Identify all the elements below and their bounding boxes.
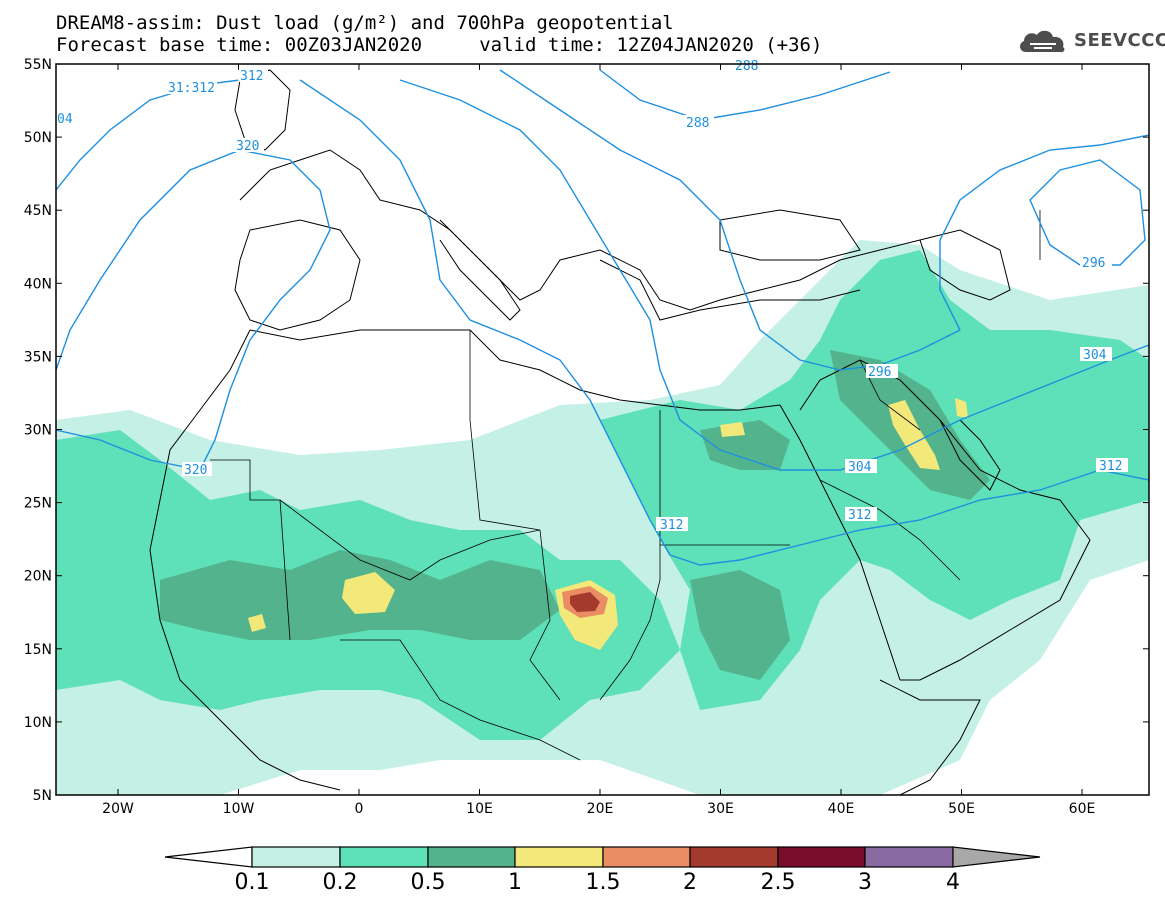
- lat-label: 50N: [24, 130, 52, 146]
- persian-gulf: [939, 419, 1001, 491]
- caspian: [919, 229, 1011, 301]
- lon-label: 0: [355, 801, 364, 817]
- contour-label: 296: [868, 365, 891, 380]
- country-borders: [210, 210, 1041, 761]
- greece-turkey: [599, 259, 861, 321]
- contour-312-main: [299, 79, 1149, 566]
- contour-label: 312: [240, 69, 263, 84]
- dust-level-1-e: [720, 422, 745, 437]
- dust-level-1-d: [248, 614, 266, 632]
- lon-label: 30E: [707, 801, 734, 817]
- africa-north-coast: [249, 329, 781, 411]
- coastlines: [149, 69, 1091, 795]
- colorbar-over-triangle: [952, 846, 1041, 868]
- contour-label: 31:312: [168, 81, 215, 96]
- colorbar-bin: [339, 846, 429, 868]
- iberia: [234, 219, 361, 331]
- colorbar-bin: [602, 846, 691, 868]
- lon-label: 10E: [466, 801, 493, 817]
- contour-label: 304: [848, 460, 872, 475]
- colorbar-bin: [777, 846, 866, 868]
- lat-label: 40N: [24, 276, 52, 292]
- arabia: [799, 359, 1091, 681]
- lat-label: 55N: [24, 57, 52, 73]
- longitude-axis: 20W 10W 0 10E 20E 30E 40E 50E 60E: [102, 64, 1095, 817]
- dust-level-1-a: [342, 572, 395, 614]
- contour-304: [399, 79, 1149, 471]
- colorbar-label: 0.5: [410, 870, 446, 895]
- colorbar-bin: [864, 846, 954, 868]
- contour-288: [599, 69, 891, 121]
- colorbar-label: 3: [858, 870, 872, 895]
- lon-label: 60E: [1069, 801, 1096, 817]
- colorbar-label: 0.2: [322, 870, 358, 895]
- colorbar-label: 4: [946, 870, 960, 895]
- lat-label: 20N: [24, 569, 52, 585]
- contour-label: 288: [686, 116, 709, 131]
- colorbar-bin: [427, 846, 516, 868]
- contour-296-east: [939, 134, 1149, 331]
- colorbar: [164, 846, 1041, 868]
- contour-label: 304: [1083, 348, 1107, 363]
- colorbar-bin: [251, 846, 341, 868]
- colorbar-label: 1: [508, 870, 522, 895]
- italy: [439, 219, 521, 321]
- lat-label: 5N: [33, 788, 52, 804]
- colorbar-label: 2.5: [760, 870, 796, 895]
- latitude-axis: 55N 50N 45N 40N 35N 30N 25N 20N 15N 10N 5N: [24, 57, 1149, 804]
- lon-label: 50E: [948, 801, 975, 817]
- lat-label: 35N: [24, 349, 52, 365]
- lon-label: 40E: [828, 801, 855, 817]
- contour-296: [499, 69, 961, 371]
- contour-320-west: [56, 79, 241, 191]
- map-title-line1: DREAM8-assim: Dust load (g/m²) and 700hP…: [56, 12, 674, 34]
- contour-label: 320: [236, 139, 259, 154]
- uk: [234, 69, 291, 151]
- dust-shading: [56, 240, 1149, 795]
- contour-label: 320: [184, 463, 207, 478]
- dust-level-1-c: [888, 400, 940, 470]
- lat-label: 25N: [24, 496, 52, 512]
- contour-label: 312: [660, 518, 683, 533]
- lon-label: 20E: [587, 801, 614, 817]
- lat-label: 45N: [24, 203, 52, 219]
- colorbar-bin: [689, 846, 779, 868]
- dust-level-0.5-b: [690, 570, 790, 680]
- seevccc-logo: SEEVCCC: [1016, 26, 1165, 56]
- cloud-icon: [1020, 30, 1065, 53]
- black-sea: [719, 209, 861, 261]
- horn-of-africa: [879, 679, 981, 795]
- contour-label: 288: [735, 59, 758, 74]
- logo-text: SEEVCCC: [1074, 30, 1165, 51]
- colorbar-label: 1.5: [585, 870, 621, 895]
- colorbar-label: 0.1: [234, 870, 270, 895]
- lon-label: 10W: [223, 801, 255, 817]
- colorbar-label: 2: [683, 870, 697, 895]
- contour-label: 312: [848, 508, 871, 523]
- europe-coast: [239, 149, 921, 311]
- dust-level-1-f: [955, 398, 968, 418]
- map-title-line2: Forecast base time: 00Z03JAN2020 valid t…: [56, 34, 823, 56]
- lon-label: 20W: [102, 801, 134, 817]
- contour-labels: 31:312 312 320 320 288 296 296 304 304 3…: [57, 59, 1128, 533]
- africa-west-coast: [149, 329, 341, 791]
- contour-label: 312: [1099, 459, 1122, 474]
- red-sea: [779, 404, 901, 681]
- colorbar-bin: [514, 846, 604, 868]
- lat-label: 30N: [24, 423, 52, 439]
- lat-label: 15N: [24, 642, 52, 658]
- colorbar-under-triangle: [164, 846, 253, 868]
- dust-level-2: [570, 592, 600, 612]
- lat-label: 10N: [24, 715, 52, 731]
- contour-label: 04: [57, 112, 73, 127]
- contour-label: 296: [1082, 256, 1105, 271]
- contour-296-east-loop: [1029, 159, 1146, 266]
